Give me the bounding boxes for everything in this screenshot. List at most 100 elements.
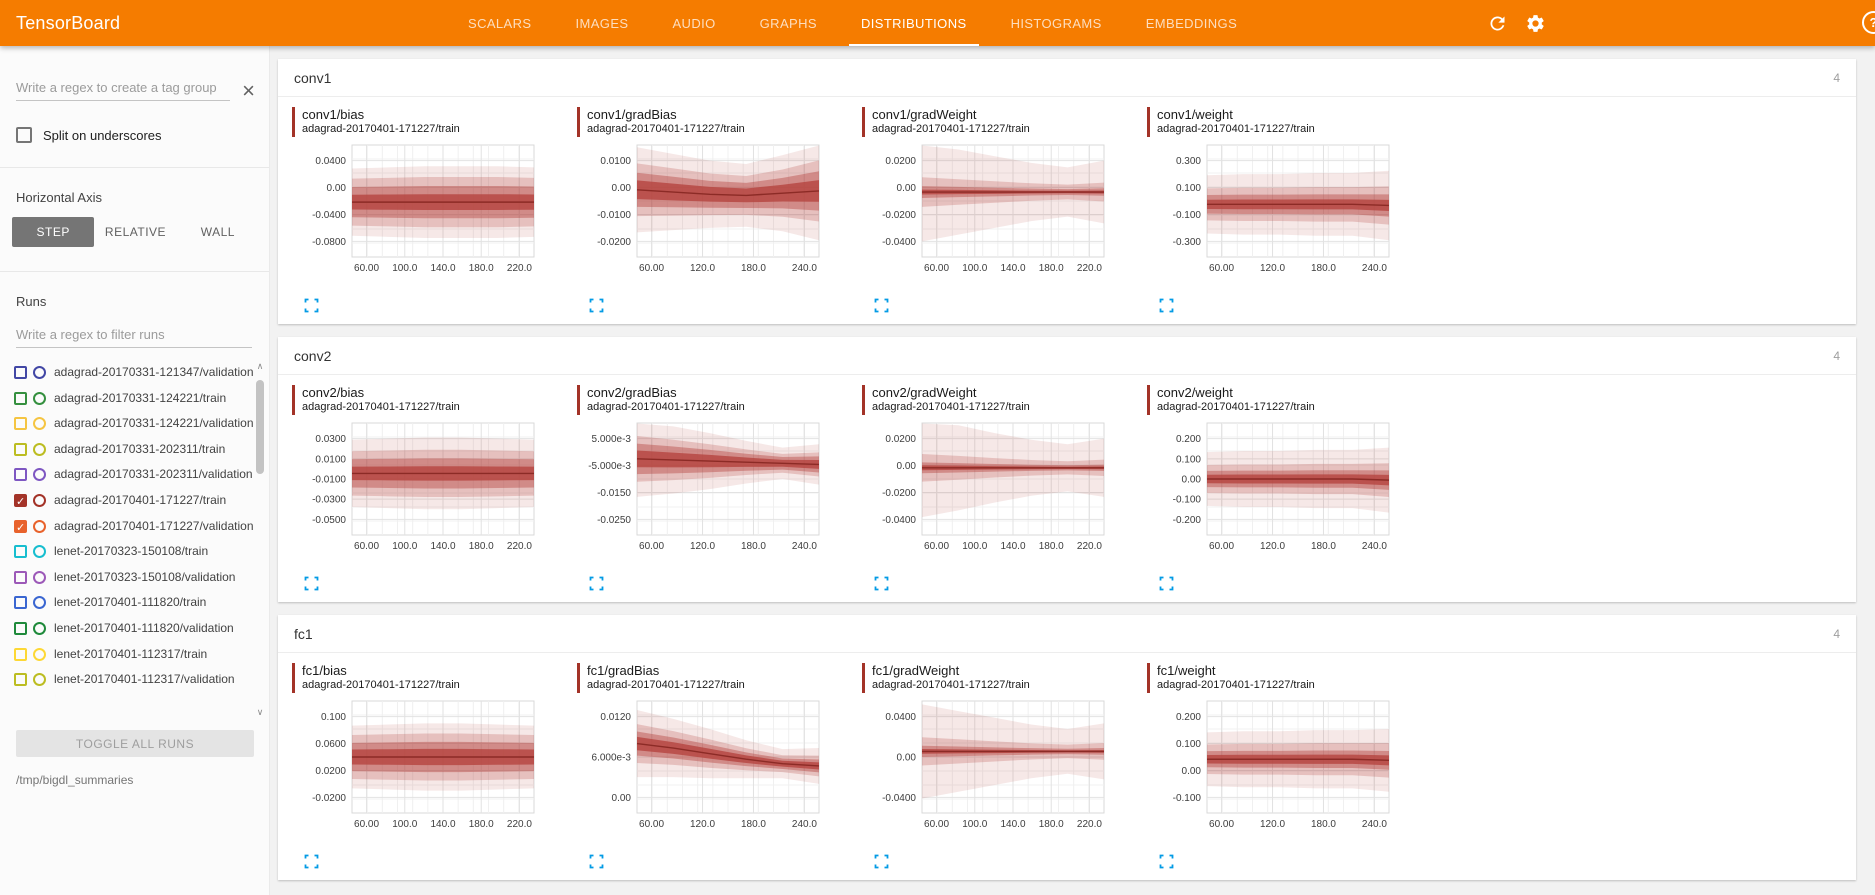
run-row[interactable]: lenet-20170323-150108/validation	[14, 565, 269, 591]
tab-distributions[interactable]: DISTRIBUTIONS	[839, 0, 989, 46]
run-checkbox[interactable]	[14, 647, 27, 661]
run-color-circle-icon[interactable]	[33, 673, 46, 687]
expand-chart-button[interactable]	[1159, 576, 1175, 592]
run-checkbox[interactable]	[14, 621, 27, 635]
run-row[interactable]: adagrad-20170331-202311/validation	[14, 462, 269, 488]
split-on-underscores-option[interactable]: Split on underscores	[16, 127, 253, 143]
section-header[interactable]: conv2 4	[278, 337, 1856, 375]
svg-text:60.00: 60.00	[639, 263, 664, 274]
run-row[interactable]: adagrad-20170331-202311/train	[14, 437, 269, 463]
help-icon[interactable]: ?	[1862, 11, 1875, 34]
expand-chart-button[interactable]	[304, 298, 320, 314]
run-checkbox[interactable]: ✓	[14, 493, 27, 508]
run-color-circle-icon[interactable]	[33, 519, 46, 533]
run-row[interactable]: ✓ adagrad-20170401-171227/train	[14, 488, 269, 514]
run-color-circle-icon[interactable]	[33, 545, 46, 559]
close-icon[interactable]: ×	[242, 78, 255, 103]
tab-graphs[interactable]: GRAPHS	[759, 15, 817, 31]
expand-chart-button[interactable]	[1159, 298, 1175, 314]
toggle-all-runs-button[interactable]: TOGGLE ALL RUNS	[16, 730, 254, 757]
run-color-circle-icon[interactable]	[33, 366, 46, 379]
svg-text:220.0: 220.0	[507, 541, 532, 552]
run-checkbox[interactable]	[14, 673, 27, 687]
run-row[interactable]: lenet-20170401-111820/train	[14, 590, 269, 616]
svg-text:180.0: 180.0	[469, 819, 494, 830]
expand-chart-button[interactable]	[589, 298, 605, 314]
expand-chart-button[interactable]	[1159, 854, 1175, 870]
run-row[interactable]: ✓ adagrad-20170401-171227/validation	[14, 514, 269, 540]
tab-histograms[interactable]: HISTOGRAMS	[1010, 15, 1102, 31]
chart-title: fc1/gradBias	[587, 663, 660, 678]
scroll-up-icon[interactable]: ∧	[256, 361, 264, 371]
checkbox-icon[interactable]	[16, 127, 32, 143]
svg-text:-0.0100: -0.0100	[597, 210, 631, 221]
run-row[interactable]: lenet-20170401-112317/validation	[14, 667, 269, 693]
runs-filter-input[interactable]	[16, 323, 252, 348]
tag-regex-input[interactable]	[16, 76, 231, 101]
axis-option-step[interactable]: STEP	[12, 217, 95, 247]
run-row[interactable]: adagrad-20170331-124221/train	[14, 386, 269, 412]
scroll-down-icon[interactable]: ∨	[256, 707, 264, 717]
section-header[interactable]: conv1 4	[278, 59, 1856, 97]
run-row[interactable]: lenet-20170323-150108/train	[14, 539, 269, 565]
svg-text:0.100: 0.100	[1176, 739, 1201, 750]
expand-chart-button[interactable]	[304, 576, 320, 592]
axis-option-relative[interactable]: RELATIVE	[94, 217, 176, 247]
run-row[interactable]: adagrad-20170331-121347/validation	[14, 360, 269, 386]
run-color-circle-icon[interactable]	[33, 391, 46, 405]
tab-audio[interactable]: AUDIO	[672, 15, 716, 31]
scrollbar-thumb[interactable]	[256, 380, 264, 474]
distribution-chart: conv1/bias adagrad-20170401-171227/train 0…	[292, 107, 577, 314]
run-checkbox[interactable]	[14, 596, 27, 610]
run-color-circle-icon[interactable]	[33, 468, 46, 482]
chart-run-label: adagrad-20170401-171227/train	[1157, 401, 1315, 413]
svg-text:140.0: 140.0	[1000, 819, 1025, 830]
run-checkbox[interactable]	[14, 442, 27, 456]
expand-chart-button[interactable]	[589, 576, 605, 592]
expand-chart-button[interactable]	[874, 854, 890, 870]
axis-option-wall[interactable]: WALL	[177, 217, 259, 247]
settings-gear-icon[interactable]	[1523, 11, 1547, 35]
run-color-circle-icon[interactable]	[33, 442, 46, 456]
run-color-circle-icon[interactable]	[33, 570, 46, 584]
run-checkbox[interactable]	[14, 570, 27, 584]
tab-images[interactable]: IMAGES	[575, 15, 629, 31]
svg-text:-0.0200: -0.0200	[597, 237, 631, 248]
tab-scalars[interactable]: SCALARS	[468, 15, 532, 31]
expand-chart-button[interactable]	[874, 298, 890, 314]
run-color-circle-icon[interactable]	[33, 417, 46, 431]
sidebar: × Split on underscores Horizontal Axis S…	[0, 46, 270, 895]
run-color-circle-icon[interactable]	[33, 621, 46, 635]
section-header[interactable]: fc1 4	[278, 615, 1856, 653]
run-row[interactable]: lenet-20170401-111820/validation	[14, 616, 269, 642]
expand-chart-button[interactable]	[304, 854, 320, 870]
run-checkbox[interactable]: ✓	[14, 519, 27, 534]
run-color-circle-icon[interactable]	[33, 596, 46, 610]
run-color-circle-icon[interactable]	[33, 647, 46, 661]
chart-title: conv2/weight	[1157, 385, 1233, 400]
run-checkbox[interactable]	[14, 468, 27, 482]
svg-text:180.0: 180.0	[469, 541, 494, 552]
expand-chart-button[interactable]	[589, 854, 605, 870]
run-checkbox[interactable]	[14, 417, 27, 431]
run-checkbox[interactable]	[14, 545, 27, 559]
run-row[interactable]: lenet-20170401-112317/train	[14, 642, 269, 668]
run-row[interactable]: adagrad-20170331-124221/validation	[14, 411, 269, 437]
svg-text:-0.0100: -0.0100	[312, 475, 346, 486]
tab-embeddings[interactable]: EMBEDDINGS	[1145, 15, 1238, 31]
svg-text:120.0: 120.0	[690, 541, 715, 552]
svg-text:140.0: 140.0	[430, 819, 455, 830]
chart-run-label: adagrad-20170401-171227/train	[872, 679, 1030, 691]
distribution-chart: conv1/gradWeight adagrad-20170401-171227/…	[862, 107, 1147, 314]
scrollbar[interactable]: ∧ ∨	[253, 360, 267, 718]
svg-text:0.0400: 0.0400	[885, 712, 916, 723]
refresh-icon[interactable]	[1485, 11, 1509, 35]
chart-run-label: adagrad-20170401-171227/train	[587, 123, 745, 135]
svg-text:100.0: 100.0	[392, 263, 417, 274]
run-checkbox[interactable]	[14, 391, 27, 405]
svg-text:60.00: 60.00	[924, 263, 949, 274]
run-color-circle-icon[interactable]	[33, 493, 46, 507]
svg-text:100.0: 100.0	[962, 541, 987, 552]
expand-chart-button[interactable]	[874, 576, 890, 592]
run-checkbox[interactable]	[14, 366, 27, 379]
